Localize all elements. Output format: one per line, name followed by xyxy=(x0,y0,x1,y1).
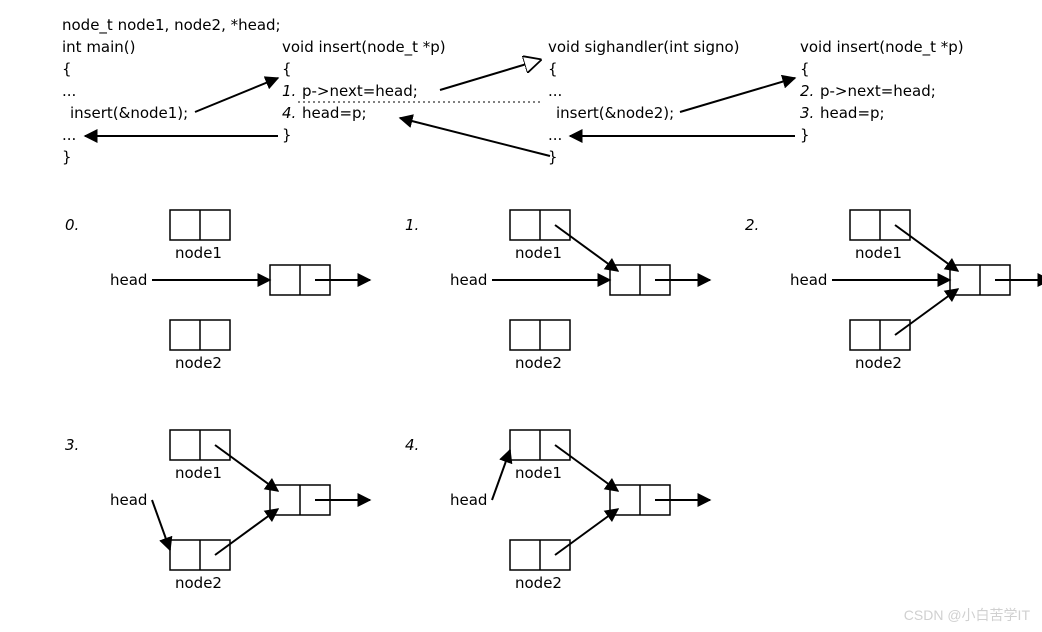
main-dots1: ... xyxy=(62,82,76,100)
svg-text:node2: node2 xyxy=(175,574,222,592)
svg-text:3.: 3. xyxy=(65,436,79,454)
svg-text:head: head xyxy=(790,271,827,289)
insertA-l4: head=p; xyxy=(302,104,367,122)
insertB-l2: p->next=head; xyxy=(820,82,936,100)
svg-text:2.: 2. xyxy=(745,216,759,234)
svg-text:0.: 0. xyxy=(65,216,79,234)
main-open: { xyxy=(62,60,72,78)
insertA-l1: p->next=head; xyxy=(302,82,418,100)
sigh-dots2: ... xyxy=(548,126,562,144)
svg-text:node2: node2 xyxy=(515,354,562,372)
svg-text:node1: node1 xyxy=(515,464,562,482)
watermark: CSDN @小白苦学IT xyxy=(904,607,1031,623)
sigh-open: { xyxy=(548,60,558,78)
main-sig: int main() xyxy=(62,38,136,56)
svg-text:node1: node1 xyxy=(175,464,222,482)
svg-text:node1: node1 xyxy=(175,244,222,262)
insertA-sig: void insert(node_t *p) xyxy=(282,38,446,57)
svg-text:node2: node2 xyxy=(515,574,562,592)
insertA-l4-num: 4. xyxy=(282,104,296,122)
main-close: } xyxy=(62,148,72,166)
insertB-sig: void insert(node_t *p) xyxy=(800,38,964,57)
svg-text:4.: 4. xyxy=(405,436,419,454)
svg-text:1.: 1. xyxy=(405,216,419,234)
insertB-close: } xyxy=(800,126,810,144)
svg-text:head: head xyxy=(450,271,487,289)
insertA-open: { xyxy=(282,60,292,78)
sigh-sig: void sighandler(int signo) xyxy=(548,38,740,56)
sigh-call: insert(&node2); xyxy=(556,104,674,122)
svg-text:head: head xyxy=(110,491,147,509)
insertB-l3: head=p; xyxy=(820,104,885,122)
insertB-l2-num: 2. xyxy=(800,82,814,100)
svg-text:node1: node1 xyxy=(855,244,902,262)
sigh-close: } xyxy=(548,148,558,166)
insertB-open: { xyxy=(800,60,810,78)
main-call: insert(&node1); xyxy=(70,104,188,122)
insertA-l1-num: 1. xyxy=(282,82,296,100)
insertB-l3-num: 3. xyxy=(800,104,814,122)
svg-text:node2: node2 xyxy=(855,354,902,372)
main-dots2: ... xyxy=(62,126,76,144)
sigh-dots1: ... xyxy=(548,82,562,100)
svg-text:node2: node2 xyxy=(175,354,222,372)
svg-text:head: head xyxy=(110,271,147,289)
code-decl: node_t node1, node2, *head; xyxy=(62,16,281,35)
insertA-close: } xyxy=(282,126,292,144)
svg-text:head: head xyxy=(450,491,487,509)
svg-text:node1: node1 xyxy=(515,244,562,262)
